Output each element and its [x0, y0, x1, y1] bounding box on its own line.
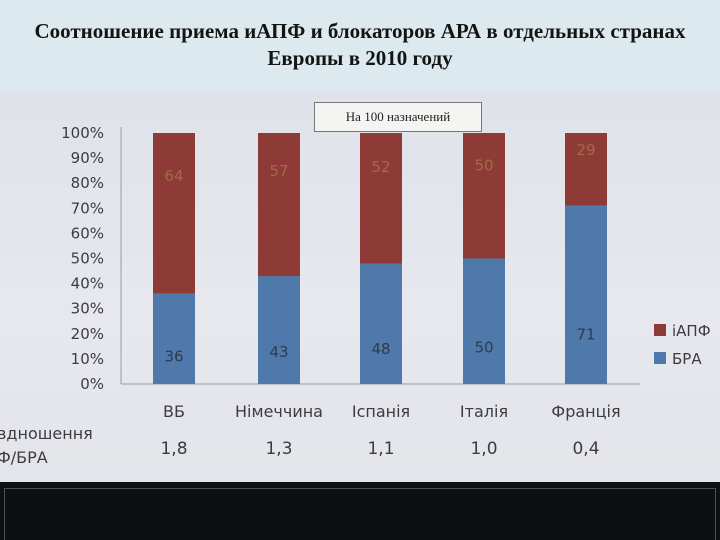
legend-swatch: [654, 352, 666, 364]
data-label: 43: [269, 343, 288, 361]
chart-subtitle: На 100 назначений: [314, 102, 482, 132]
y-tick-label: 40%: [71, 275, 104, 293]
y-tick-label: 10%: [71, 350, 104, 368]
ratio-value: 1,3: [265, 439, 292, 459]
ratio-value: 1,8: [160, 439, 187, 459]
y-tick-label: 100%: [61, 124, 104, 142]
bar-bra: [153, 293, 195, 384]
category-axis: ВБ Німеччина Іспанія Італія Франція: [163, 402, 621, 421]
legend-swatch: [654, 324, 666, 336]
category-label: Італія: [460, 402, 508, 421]
footer-frame: [4, 488, 716, 540]
data-label: 71: [576, 325, 595, 343]
bar-bra: [360, 263, 402, 384]
y-tick-label: 80%: [71, 174, 104, 192]
y-tick-label: 30%: [71, 300, 104, 318]
ratio-value: 0,4: [572, 439, 599, 459]
bar-iapf: [153, 133, 195, 294]
bar-bra: [258, 276, 300, 384]
ratio-row-label: Ф/БРА: [0, 448, 48, 467]
legend-label: іАПФ: [672, 322, 711, 340]
category-label: ВБ: [163, 402, 185, 421]
data-label: 48: [371, 340, 390, 358]
y-tick-label: 60%: [71, 224, 104, 242]
ratio-row-label: вдношення: [0, 424, 93, 443]
data-label: 64: [164, 167, 183, 185]
bar-iapf: [565, 133, 607, 206]
data-label: 29: [576, 141, 595, 159]
slide-title: Соотношение приема иАПФ и блокаторов АРА…: [34, 19, 686, 70]
data-label: 57: [269, 162, 288, 180]
footer-bar: [0, 482, 720, 540]
category-label: Іспанія: [352, 402, 410, 421]
data-label: 36: [164, 347, 183, 365]
data-label: 50: [474, 339, 493, 357]
legend: іАПФ БРА: [654, 322, 711, 368]
y-tick-label: 90%: [71, 149, 104, 167]
bar-bra: [565, 205, 607, 384]
legend-label: БРА: [672, 350, 702, 368]
title-banner: Соотношение приема иАПФ и блокаторов АРА…: [0, 0, 720, 92]
bar-series: 36 64 43 57 48 52 50 50 71 29: [153, 133, 607, 384]
y-tick-label: 20%: [71, 325, 104, 343]
bar-iapf: [258, 133, 300, 277]
y-tick-label: 70%: [71, 199, 104, 217]
bar-iapf: [463, 133, 505, 259]
bar-iapf: [360, 133, 402, 264]
data-label: 52: [371, 158, 390, 176]
ratio-row: вдношення Ф/БРА 1,8 1,3 1,1 1,0 0,4: [0, 424, 600, 467]
category-label: Франція: [551, 402, 620, 421]
ratio-value: 1,1: [367, 439, 394, 459]
stacked-bar-chart: 0% 10% 20% 30% 40% 50% 60% 70% 80% 90% 100% 36 64 43…: [0, 124, 711, 467]
bar-bra: [463, 258, 505, 384]
category-label: Німеччина: [235, 402, 323, 421]
y-axis: 0% 10% 20% 30% 40% 50% 60% 70% 80% 90% 100%: [61, 124, 640, 393]
ratio-value: 1,0: [470, 439, 497, 459]
y-tick-label: 0%: [80, 375, 104, 393]
y-tick-label: 50%: [71, 250, 104, 268]
data-label: 50: [474, 157, 493, 175]
